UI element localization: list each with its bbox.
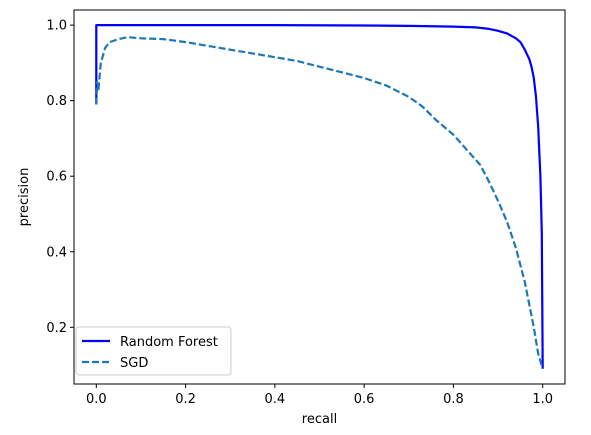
y-tick-label: 0.6 bbox=[46, 170, 67, 185]
x-tick-label: 0.2 bbox=[175, 392, 196, 407]
legend-box bbox=[75, 326, 232, 376]
legend-label-sgd: SGD bbox=[120, 356, 148, 371]
y-axis-ticks: 0.2 0.4 0.6 0.8 1.0 bbox=[46, 19, 74, 336]
y-tick-label: 0.2 bbox=[46, 321, 67, 336]
series-line-random-forest bbox=[95, 24, 544, 369]
x-axis-ticks: 0.0 0.2 0.4 0.6 0.8 1.0 bbox=[86, 384, 553, 407]
x-tick-label: 1.0 bbox=[532, 392, 553, 407]
y-tick-label: 0.8 bbox=[46, 94, 67, 109]
legend-label-random-forest: Random Forest bbox=[120, 335, 218, 350]
x-tick-label: 0.6 bbox=[354, 392, 375, 407]
x-tick-label: 0.8 bbox=[443, 392, 464, 407]
y-tick-label: 0.4 bbox=[46, 245, 67, 260]
plot-lines bbox=[95, 24, 544, 370]
y-tick-label: 1.0 bbox=[46, 19, 67, 34]
x-tick-label: 0.4 bbox=[265, 392, 286, 407]
y-axis-label: precision bbox=[17, 168, 32, 227]
series-line-sgd bbox=[95, 36, 544, 370]
legend: Random Forest SGD bbox=[75, 326, 232, 376]
x-tick-label: 0.0 bbox=[86, 392, 107, 407]
plot-frame bbox=[73, 9, 566, 385]
x-axis-label: recall bbox=[302, 412, 337, 427]
